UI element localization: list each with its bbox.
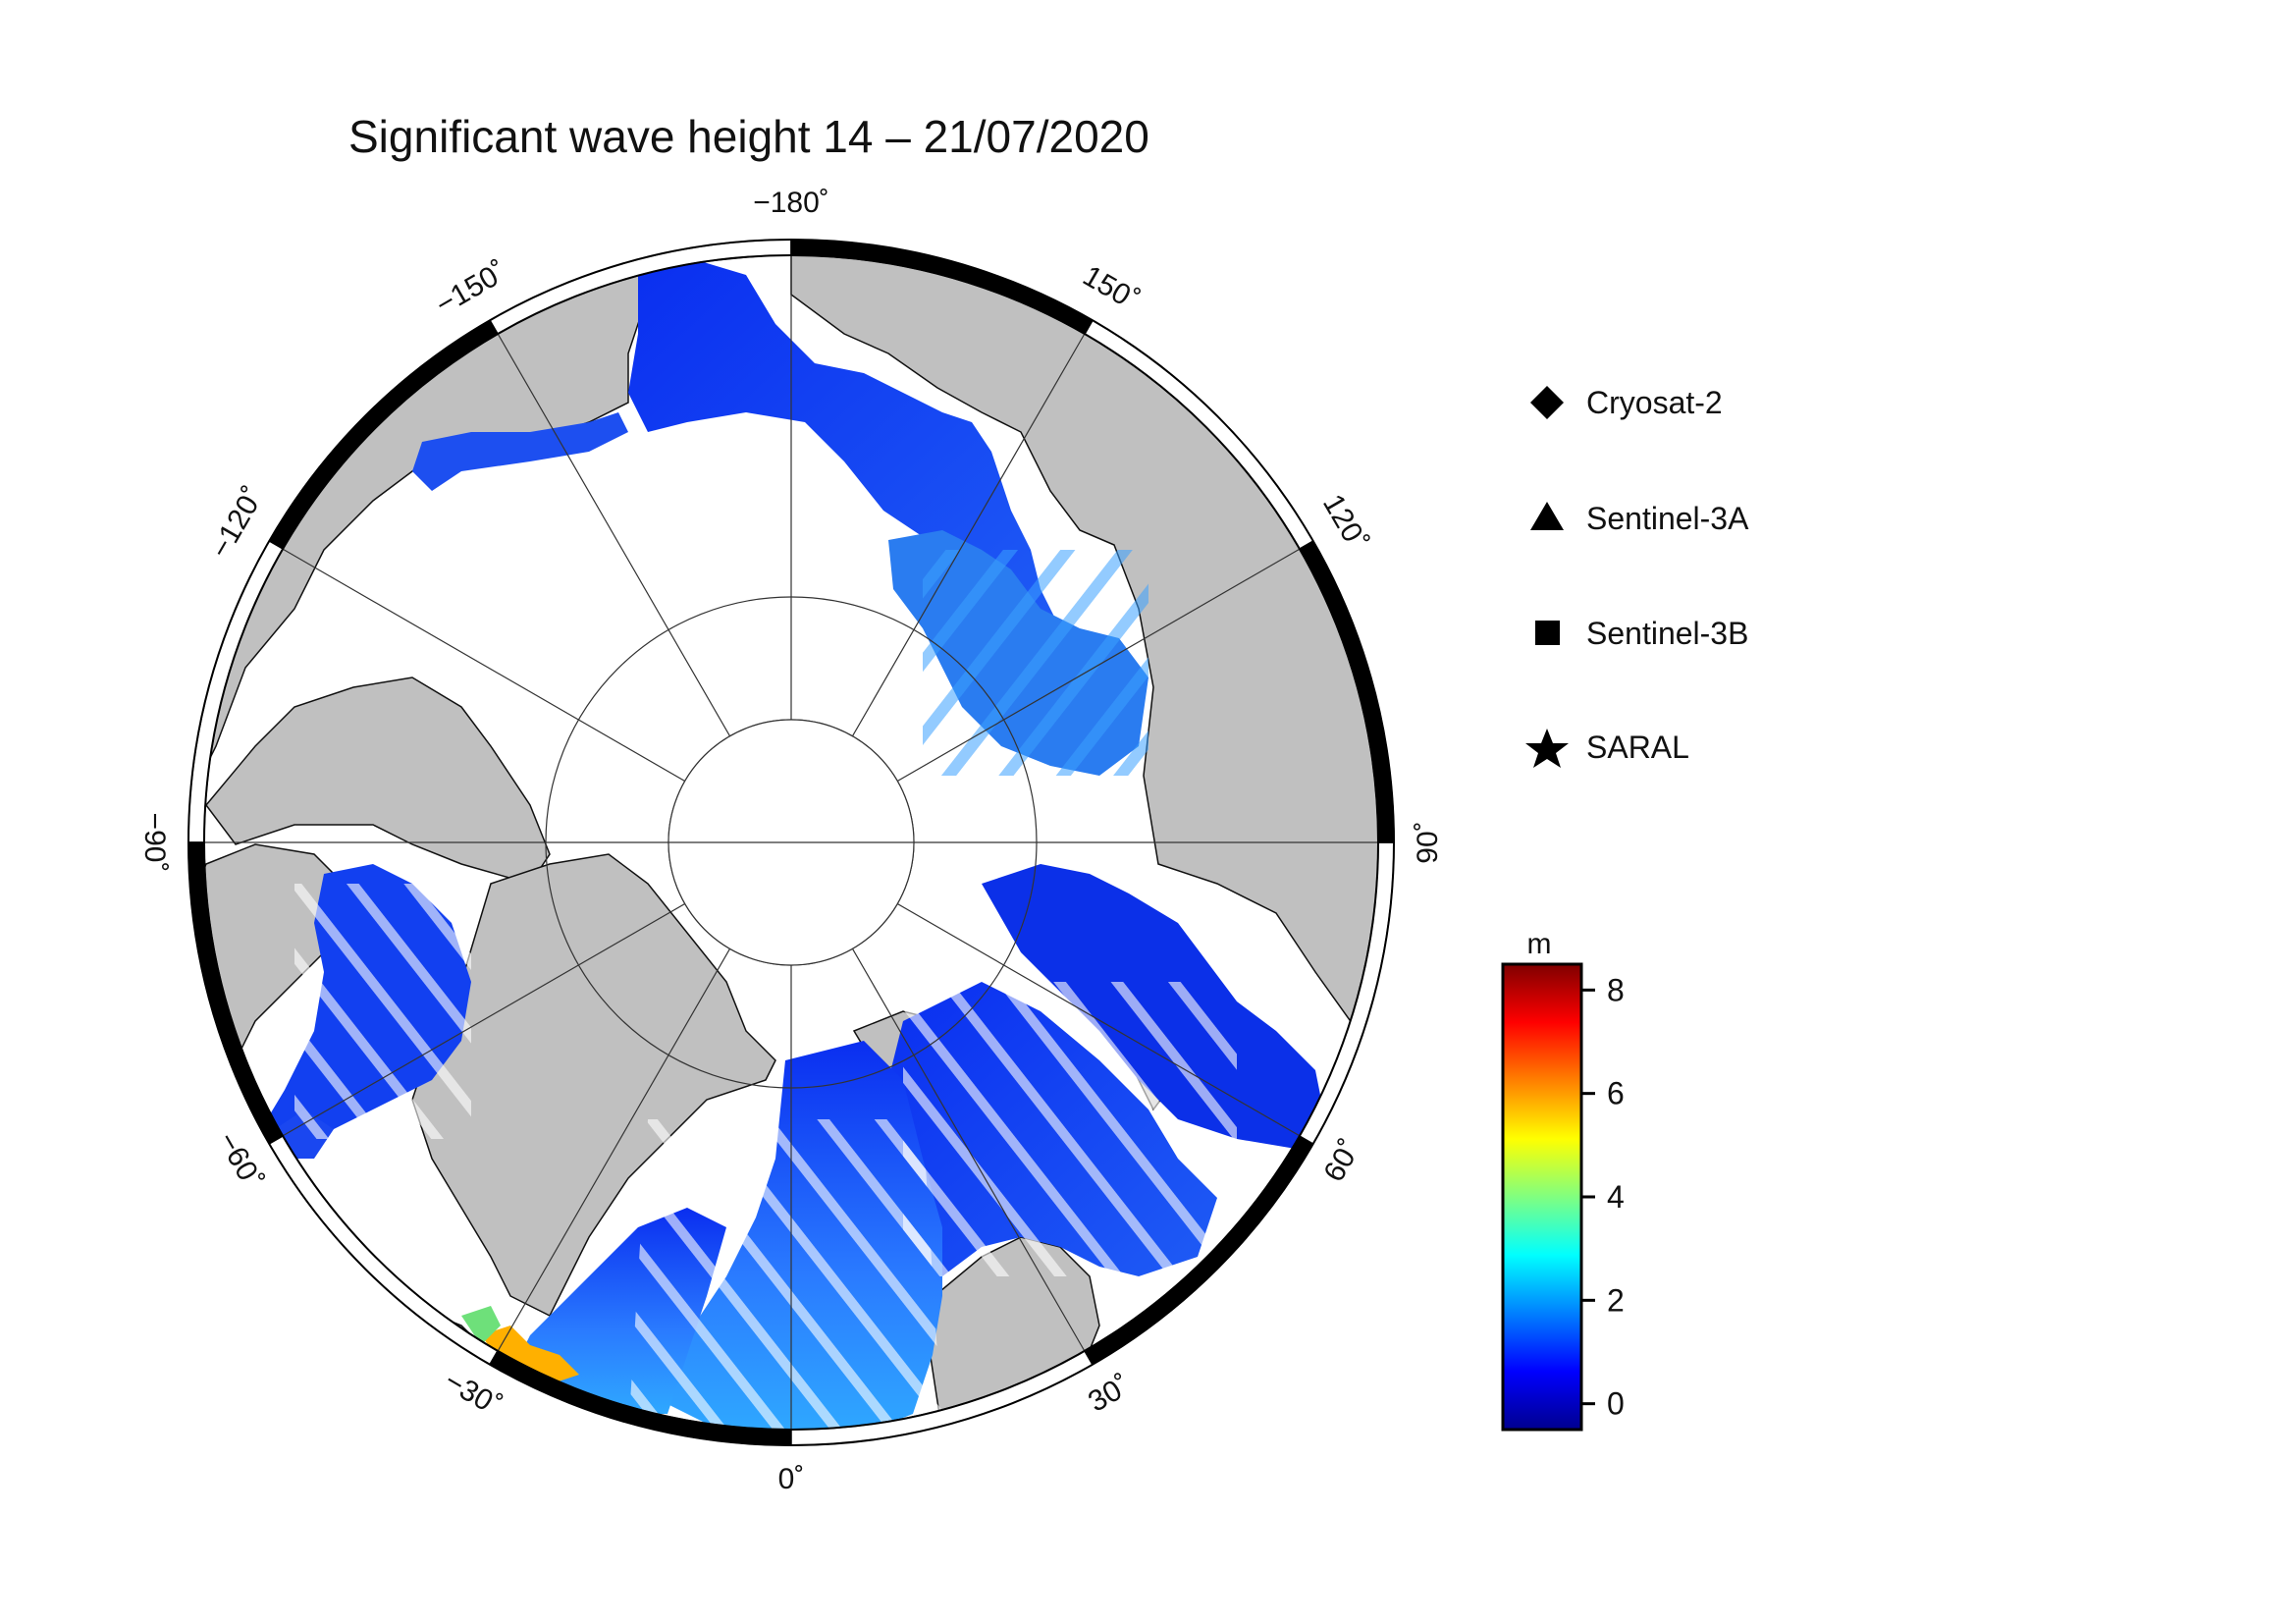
colorbar-tick-label: 4: [1607, 1179, 1625, 1215]
wave-high-patch: [481, 1325, 579, 1384]
track-overlay-barents: [903, 982, 1237, 1276]
wave-observations: [255, 257, 1325, 1430]
wave-beaufort: [412, 412, 628, 491]
colorbar-unit: m: [1527, 928, 1552, 960]
legend-label: Sentinel-3B: [1586, 616, 1748, 651]
legend-label: Cryosat-2: [1586, 385, 1723, 420]
longitude-label: 150˚: [1078, 259, 1146, 317]
diamond-icon: [1530, 386, 1564, 419]
colorbar-tick-label: 2: [1607, 1282, 1625, 1318]
colorbar-gradient: [1501, 962, 1583, 1432]
triangle-icon: [1530, 502, 1564, 530]
longitude-label: 90˚: [1412, 821, 1444, 863]
longitude-label: −90˚: [138, 813, 171, 873]
legend-label: Sentinel-3A: [1586, 501, 1749, 536]
colorbar-ticks: 0 2 4 6 8: [1581, 972, 1625, 1422]
colorbar-tick-label: 0: [1607, 1386, 1625, 1422]
colorbar-tick-label: 8: [1607, 972, 1625, 1007]
legend-item-saral: SARAL: [1525, 729, 1689, 768]
legend-label: SARAL: [1586, 730, 1689, 765]
colorbar: m 0 2 4 6 8: [1501, 928, 1625, 1432]
frame-inner-ring: [203, 254, 1379, 1431]
land-canadian-archipelago: [205, 676, 551, 885]
legend-item-sentinel3b: Sentinel-3B: [1535, 616, 1748, 651]
longitude-label: 0˚: [778, 1463, 805, 1495]
legend-item-cryosat: Cryosat-2: [1530, 385, 1723, 420]
track-overlay-atlantic: [628, 1119, 942, 1430]
square-icon: [1535, 621, 1560, 645]
legend-item-sentinel3a: Sentinel-3A: [1530, 501, 1749, 536]
star-icon: [1525, 729, 1569, 768]
longitude-label: −60˚: [211, 1127, 269, 1195]
track-overlay-laptev: [923, 550, 1148, 776]
map-content: [204, 255, 1378, 1430]
longitude-label: 30˚: [1083, 1369, 1136, 1418]
map-title: Significant wave height 14 – 21/07/2020: [348, 111, 1149, 162]
colorbar-tick-label: 6: [1607, 1076, 1625, 1111]
longitude-label: 120˚: [1316, 489, 1374, 557]
wave-mid-patch: [461, 1306, 501, 1345]
longitude-label: −30˚: [439, 1365, 507, 1423]
track-overlay-baffin: [294, 884, 471, 1139]
frame-outer-ring: [187, 239, 1395, 1446]
longitude-label: −180˚: [753, 187, 829, 219]
longitude-labels: −180˚ 150˚ 120˚ 90˚ 60˚ 30˚ 0˚ −30˚ −60˚ −90˚ −120…: [138, 187, 1444, 1495]
legend: Cryosat-2 Sentinel-3A Sentinel-3B SARAL: [1525, 385, 1749, 768]
longitude-label: −120˚: [204, 481, 270, 564]
map-frame: [187, 239, 1395, 1446]
longitude-label: −150˚: [430, 255, 512, 321]
longitude-label: 60˚: [1317, 1134, 1366, 1187]
